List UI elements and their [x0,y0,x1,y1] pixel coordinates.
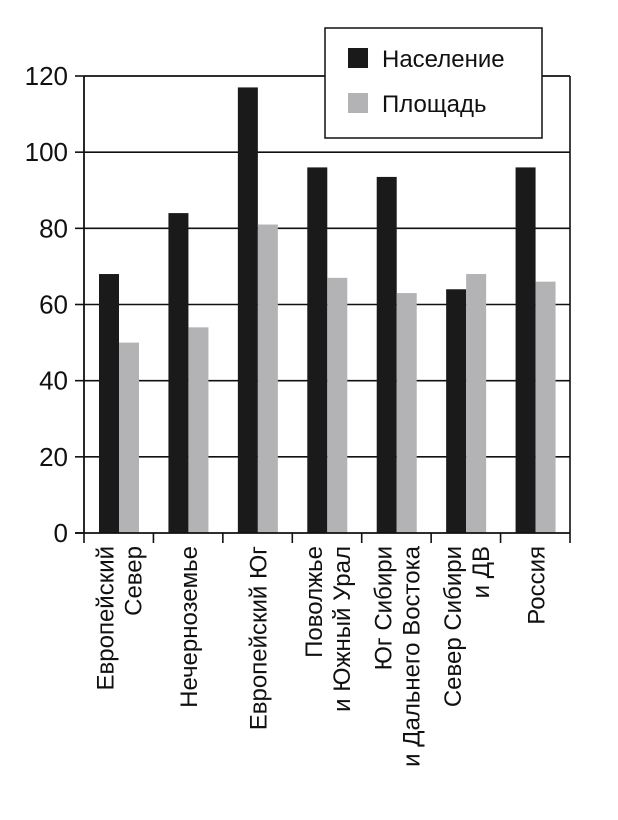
x-category-label: Россия [523,546,550,625]
y-tick-label: 120 [25,61,68,91]
x-category-label: Юг Сибири [370,546,397,670]
bar-area [466,274,487,533]
bar-area [257,224,278,533]
bar-population [307,167,328,533]
tick-labels: 0 20 40 60 80 100 120 Европейский Север Нечернозе… [25,61,551,767]
legend-label-population: Население [382,46,505,73]
bar-population [99,274,119,533]
x-category-label: Нечерноземье [176,546,203,708]
x-category-label: Поволжье [301,546,328,658]
bar-population [376,176,397,533]
y-tick-label: 40 [39,366,68,396]
legend: Население Площадь [324,27,543,139]
bars [99,87,556,534]
bar-area [327,277,348,533]
x-category-label: и ДВ [468,546,495,598]
legend-swatch-population [348,48,368,68]
legend-swatch-area [348,93,368,113]
bar-area [188,327,209,533]
bar-area [396,293,417,533]
bar-area [535,281,556,533]
x-category-label: Север Сибири [440,546,467,707]
y-tick-label: 0 [54,518,68,548]
bar-population [237,87,258,534]
legend-box [324,27,543,139]
x-category-label: и Дальнего Востока [398,545,425,766]
y-tick-label: 80 [39,213,68,243]
x-category-label: Европейский [93,546,120,691]
y-tick-label: 20 [39,442,68,472]
bar-population [446,289,467,533]
legend-label-area: Площадь [382,91,486,118]
x-category-label: Европейский Юг [246,546,273,730]
x-category-label: Север [121,546,148,616]
bar-population [168,213,189,533]
y-tick-label: 60 [39,290,68,320]
bar-population [515,167,536,533]
bar-area [119,342,139,533]
x-category-label: и Южный Урал [329,546,356,712]
y-tick-label: 100 [25,137,68,167]
